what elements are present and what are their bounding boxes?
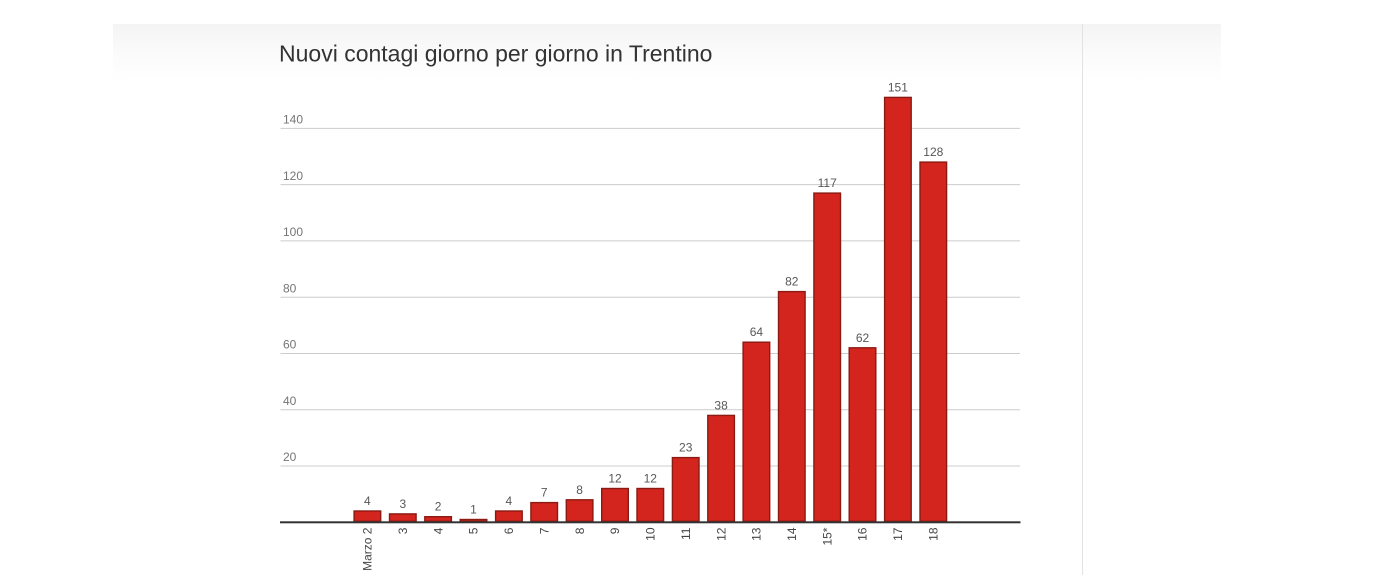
svg-text:8: 8 bbox=[576, 483, 583, 497]
svg-text:3: 3 bbox=[399, 497, 406, 511]
svg-text:40: 40 bbox=[283, 394, 297, 408]
svg-text:11: 11 bbox=[679, 527, 693, 540]
svg-text:1: 1 bbox=[470, 503, 477, 517]
svg-text:2: 2 bbox=[435, 500, 442, 514]
svg-text:4: 4 bbox=[364, 494, 371, 508]
svg-text:Nuovi contagi giorno per giorn: Nuovi contagi giorno per giorno in Trent… bbox=[279, 41, 712, 67]
svg-text:5: 5 bbox=[467, 527, 481, 534]
svg-text:82: 82 bbox=[785, 275, 799, 289]
svg-text:17: 17 bbox=[891, 527, 905, 541]
svg-text:13: 13 bbox=[750, 527, 764, 541]
svg-text:14: 14 bbox=[785, 527, 799, 541]
svg-text:15*: 15* bbox=[820, 527, 834, 545]
svg-text:100: 100 bbox=[283, 225, 303, 239]
svg-text:23: 23 bbox=[679, 441, 693, 455]
svg-text:4: 4 bbox=[431, 527, 445, 534]
svg-text:6: 6 bbox=[502, 527, 516, 534]
svg-text:7: 7 bbox=[537, 527, 551, 534]
svg-text:4: 4 bbox=[506, 494, 513, 508]
svg-text:20: 20 bbox=[283, 450, 297, 464]
svg-text:151: 151 bbox=[888, 80, 908, 94]
svg-text:3: 3 bbox=[396, 527, 410, 534]
svg-text:117: 117 bbox=[818, 176, 837, 190]
svg-text:38: 38 bbox=[714, 398, 728, 412]
svg-text:18: 18 bbox=[927, 527, 941, 541]
svg-text:Marzo 2: Marzo 2 bbox=[361, 527, 375, 571]
svg-text:64: 64 bbox=[750, 325, 764, 339]
svg-text:80: 80 bbox=[283, 281, 297, 295]
svg-text:120: 120 bbox=[283, 169, 303, 183]
svg-text:12: 12 bbox=[714, 527, 728, 541]
svg-text:62: 62 bbox=[856, 331, 870, 345]
svg-text:12: 12 bbox=[644, 472, 658, 486]
svg-text:9: 9 bbox=[608, 527, 622, 534]
svg-text:60: 60 bbox=[283, 338, 297, 352]
svg-text:10: 10 bbox=[644, 527, 658, 541]
svg-text:7: 7 bbox=[541, 486, 548, 500]
svg-text:8: 8 bbox=[573, 527, 587, 534]
svg-text:16: 16 bbox=[856, 527, 870, 541]
svg-text:128: 128 bbox=[923, 145, 943, 159]
svg-text:12: 12 bbox=[608, 472, 622, 486]
svg-text:140: 140 bbox=[283, 113, 303, 127]
